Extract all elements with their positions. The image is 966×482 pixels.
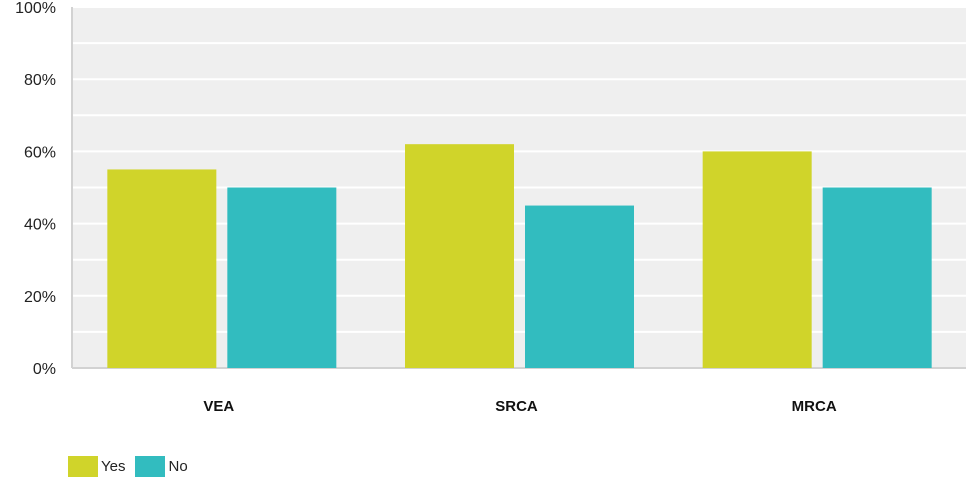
y-tick-label: 0% [33,361,56,378]
bar-no-mrca [822,187,932,368]
bar-chart: 0% 20% 40% 60% 80% 100% VEA SRCA MRCA [15,0,966,415]
bar-yes-mrca [702,151,812,368]
bar-no-srca [525,205,634,368]
y-tick-label: 100% [15,0,56,17]
legend-label-no: No [168,458,188,475]
x-tick-label: VEA [203,398,234,415]
y-tick-label: 20% [24,289,56,306]
bar-yes-srca [405,144,514,368]
x-tick-labels: VEA SRCA MRCA [203,398,836,415]
x-tick-label: SRCA [495,398,538,415]
legend-item-no: No [135,456,188,477]
legend-label-yes: Yes [101,458,126,475]
bars [107,144,932,368]
y-tick-labels: 0% 20% 40% 60% 80% 100% [15,0,56,378]
gridlines [73,6,966,333]
y-tick-label: 80% [24,72,56,89]
y-tick-label: 40% [24,217,56,234]
bar-no-vea [227,187,337,368]
bar-yes-vea [107,169,217,368]
legend-swatch-yes [68,456,98,477]
y-tick-label: 60% [24,144,56,161]
legend-swatch-no [135,456,166,477]
x-tick-label: MRCA [792,398,837,415]
legend-item-yes: Yes [68,456,125,477]
legend: Yes No [68,456,188,477]
